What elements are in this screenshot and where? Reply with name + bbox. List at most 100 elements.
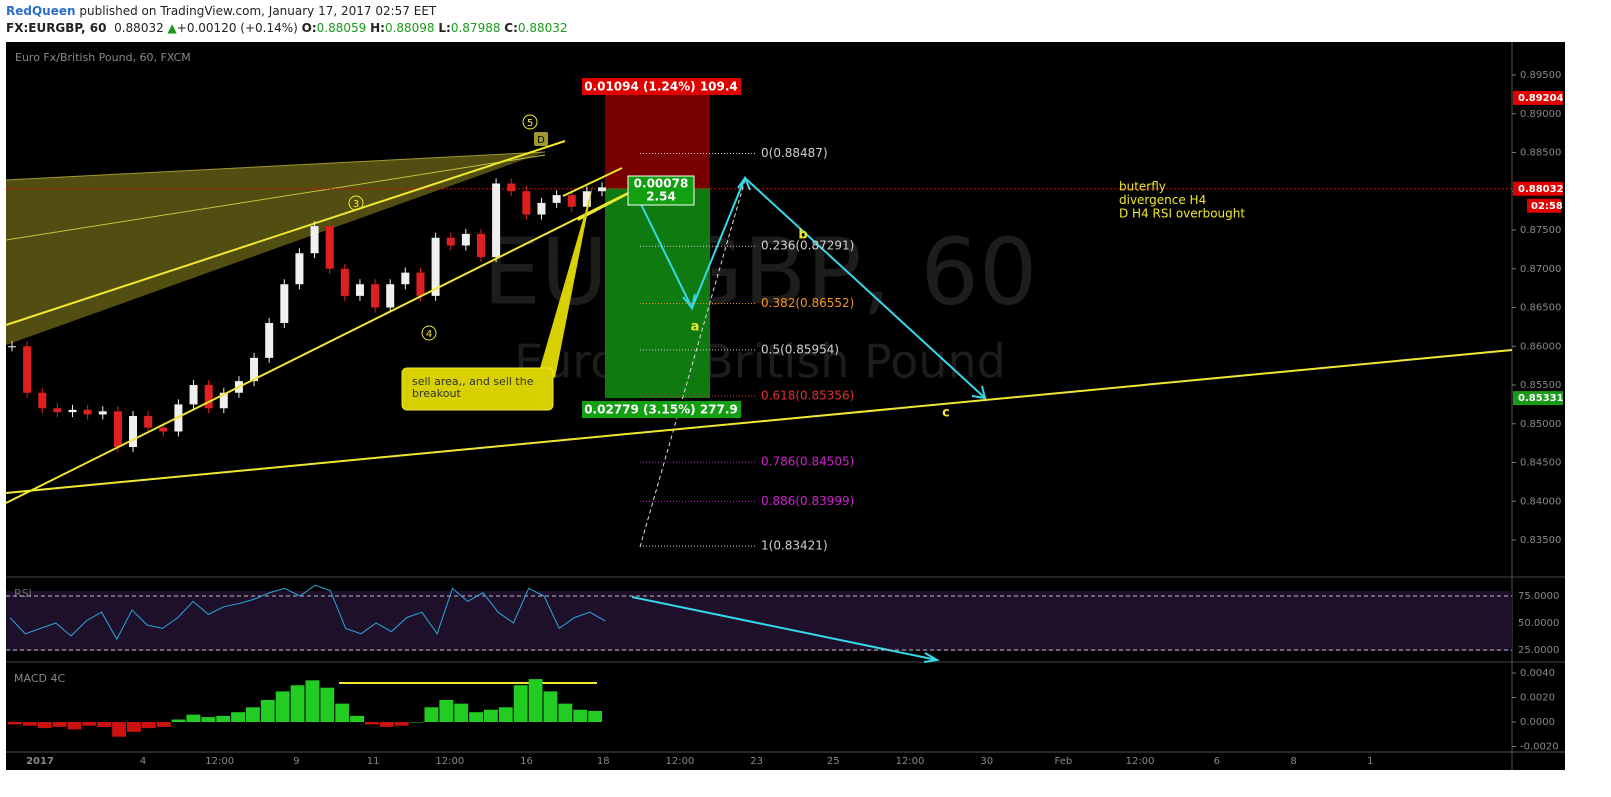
candle	[265, 323, 274, 358]
symbol: FX:EURGBP, 60	[6, 21, 107, 35]
time-label: 4	[140, 756, 146, 767]
candle	[325, 226, 334, 269]
macd-bar	[201, 717, 216, 722]
price-tag-label: 0.88032	[1518, 184, 1564, 195]
time-label: 2017	[26, 756, 54, 767]
time-label: 12:00	[665, 756, 694, 767]
macd-bar	[171, 719, 186, 722]
macd-bar	[320, 687, 335, 722]
wave-letter: c	[942, 406, 950, 421]
callout-text: breakout	[412, 387, 461, 400]
price-tag	[1513, 391, 1563, 406]
price-tick-label: 0.84000	[1520, 496, 1561, 507]
candle	[189, 385, 198, 405]
position-target: 0.01094 (1.24%) 109.4	[584, 80, 738, 94]
macd-bar	[82, 722, 97, 726]
macd-bar	[127, 722, 141, 732]
candle	[98, 411, 107, 415]
time-label: 8	[1290, 756, 1296, 767]
macd-bar	[439, 699, 454, 722]
macd-bar	[8, 722, 22, 725]
fib-label: 0.618(0.85356)	[761, 389, 854, 403]
last: 0.88032	[114, 21, 164, 35]
candle	[144, 416, 153, 428]
macd-bar	[156, 722, 171, 727]
arrow-head	[971, 385, 987, 400]
candle	[431, 237, 440, 296]
watermark-name: Euro Fx/British Pound	[514, 335, 1006, 389]
fib-label: 0.236(0.87291)	[761, 239, 854, 253]
price-tag-label: 0.85331	[1518, 393, 1564, 404]
price-axis-bg	[1512, 42, 1565, 770]
note: D H4 RSI overbought	[1119, 207, 1245, 221]
pattern-box	[534, 132, 548, 146]
note: buterfly	[1119, 180, 1166, 194]
candles	[8, 178, 606, 452]
macd-bar	[424, 707, 439, 722]
candle	[8, 346, 16, 348]
fib-label: 0.886(0.83999)	[761, 494, 854, 508]
fib-label: 0.786(0.84505)	[761, 455, 854, 469]
ohlc-value: 0.88059	[316, 21, 367, 35]
author[interactable]: RedQueen	[6, 4, 76, 18]
macd-bar	[97, 722, 112, 727]
candle	[38, 392, 47, 409]
candle	[219, 392, 228, 409]
candle	[204, 385, 213, 409]
channel-line	[562, 167, 623, 197]
wave-letter: b	[798, 228, 807, 243]
callout-pointer	[540, 185, 593, 378]
projection-arrow	[629, 176, 986, 399]
candle	[446, 237, 455, 246]
header: RedQueen published on TradingView.com, J…	[6, 3, 568, 37]
trend-line	[5, 151, 546, 181]
macd-title: MACD 4C	[14, 672, 65, 685]
price-tick-label: 0.85500	[1520, 380, 1561, 391]
rsi-arrow	[631, 596, 938, 661]
macd-tick-label: 0.0040	[1520, 668, 1555, 679]
fib-diagonal	[639, 179, 746, 548]
overlay: 0.895000.890000.885000.880000.875000.870…	[6, 70, 1564, 767]
macd-bar	[484, 709, 498, 722]
macd-tick-label: 0.0000	[1520, 717, 1555, 728]
position-ratio: 2.54	[646, 190, 676, 204]
time-label: 23	[750, 756, 763, 767]
time-label: 16	[520, 756, 533, 767]
position-stop: 0.02779 (3.15%) 277.9	[584, 403, 738, 417]
rsi-band	[6, 591, 1512, 651]
rsi-title: RSI	[14, 587, 32, 600]
target-label-bg	[582, 78, 741, 95]
ohlc-value: 0.88098	[384, 21, 435, 35]
ohlc-value: 0.88032	[517, 21, 568, 35]
candle	[53, 408, 62, 413]
drawings	[5, 95, 1512, 398]
price-tick-label: 0.89500	[1520, 70, 1561, 81]
macd-bar	[365, 722, 379, 725]
wave-letter: a	[691, 320, 700, 335]
wave-circle	[421, 325, 437, 341]
price-tick-label: 0.84500	[1520, 458, 1561, 469]
rsi-tick-label: 25.0000	[1518, 645, 1559, 656]
ohlc-key: L:	[438, 21, 451, 35]
macd-bar	[558, 703, 573, 722]
pattern-point: D	[537, 135, 545, 146]
legend: Euro Fx/British Pound, 60, FXCM	[15, 51, 191, 64]
macd-bar	[350, 715, 364, 722]
drawings-top	[5, 78, 1513, 684]
current-label-bg	[627, 175, 695, 206]
price-tag-label: 0.89204	[1518, 93, 1564, 104]
wave-circle	[522, 114, 538, 130]
price-tag	[1513, 90, 1563, 105]
wave-label: 5	[527, 118, 533, 129]
ohlc-key: C:	[504, 21, 518, 35]
countdown-tag	[1527, 198, 1561, 213]
candle	[461, 233, 470, 246]
macd-bar	[22, 722, 37, 726]
published: published on TradingView.com, January 17…	[79, 4, 437, 18]
time-label: 30	[980, 756, 993, 767]
time-axis-bg	[6, 752, 1565, 770]
callout-box	[401, 367, 554, 411]
stop-zone	[605, 188, 710, 398]
candle	[476, 233, 485, 258]
candle	[522, 191, 531, 215]
